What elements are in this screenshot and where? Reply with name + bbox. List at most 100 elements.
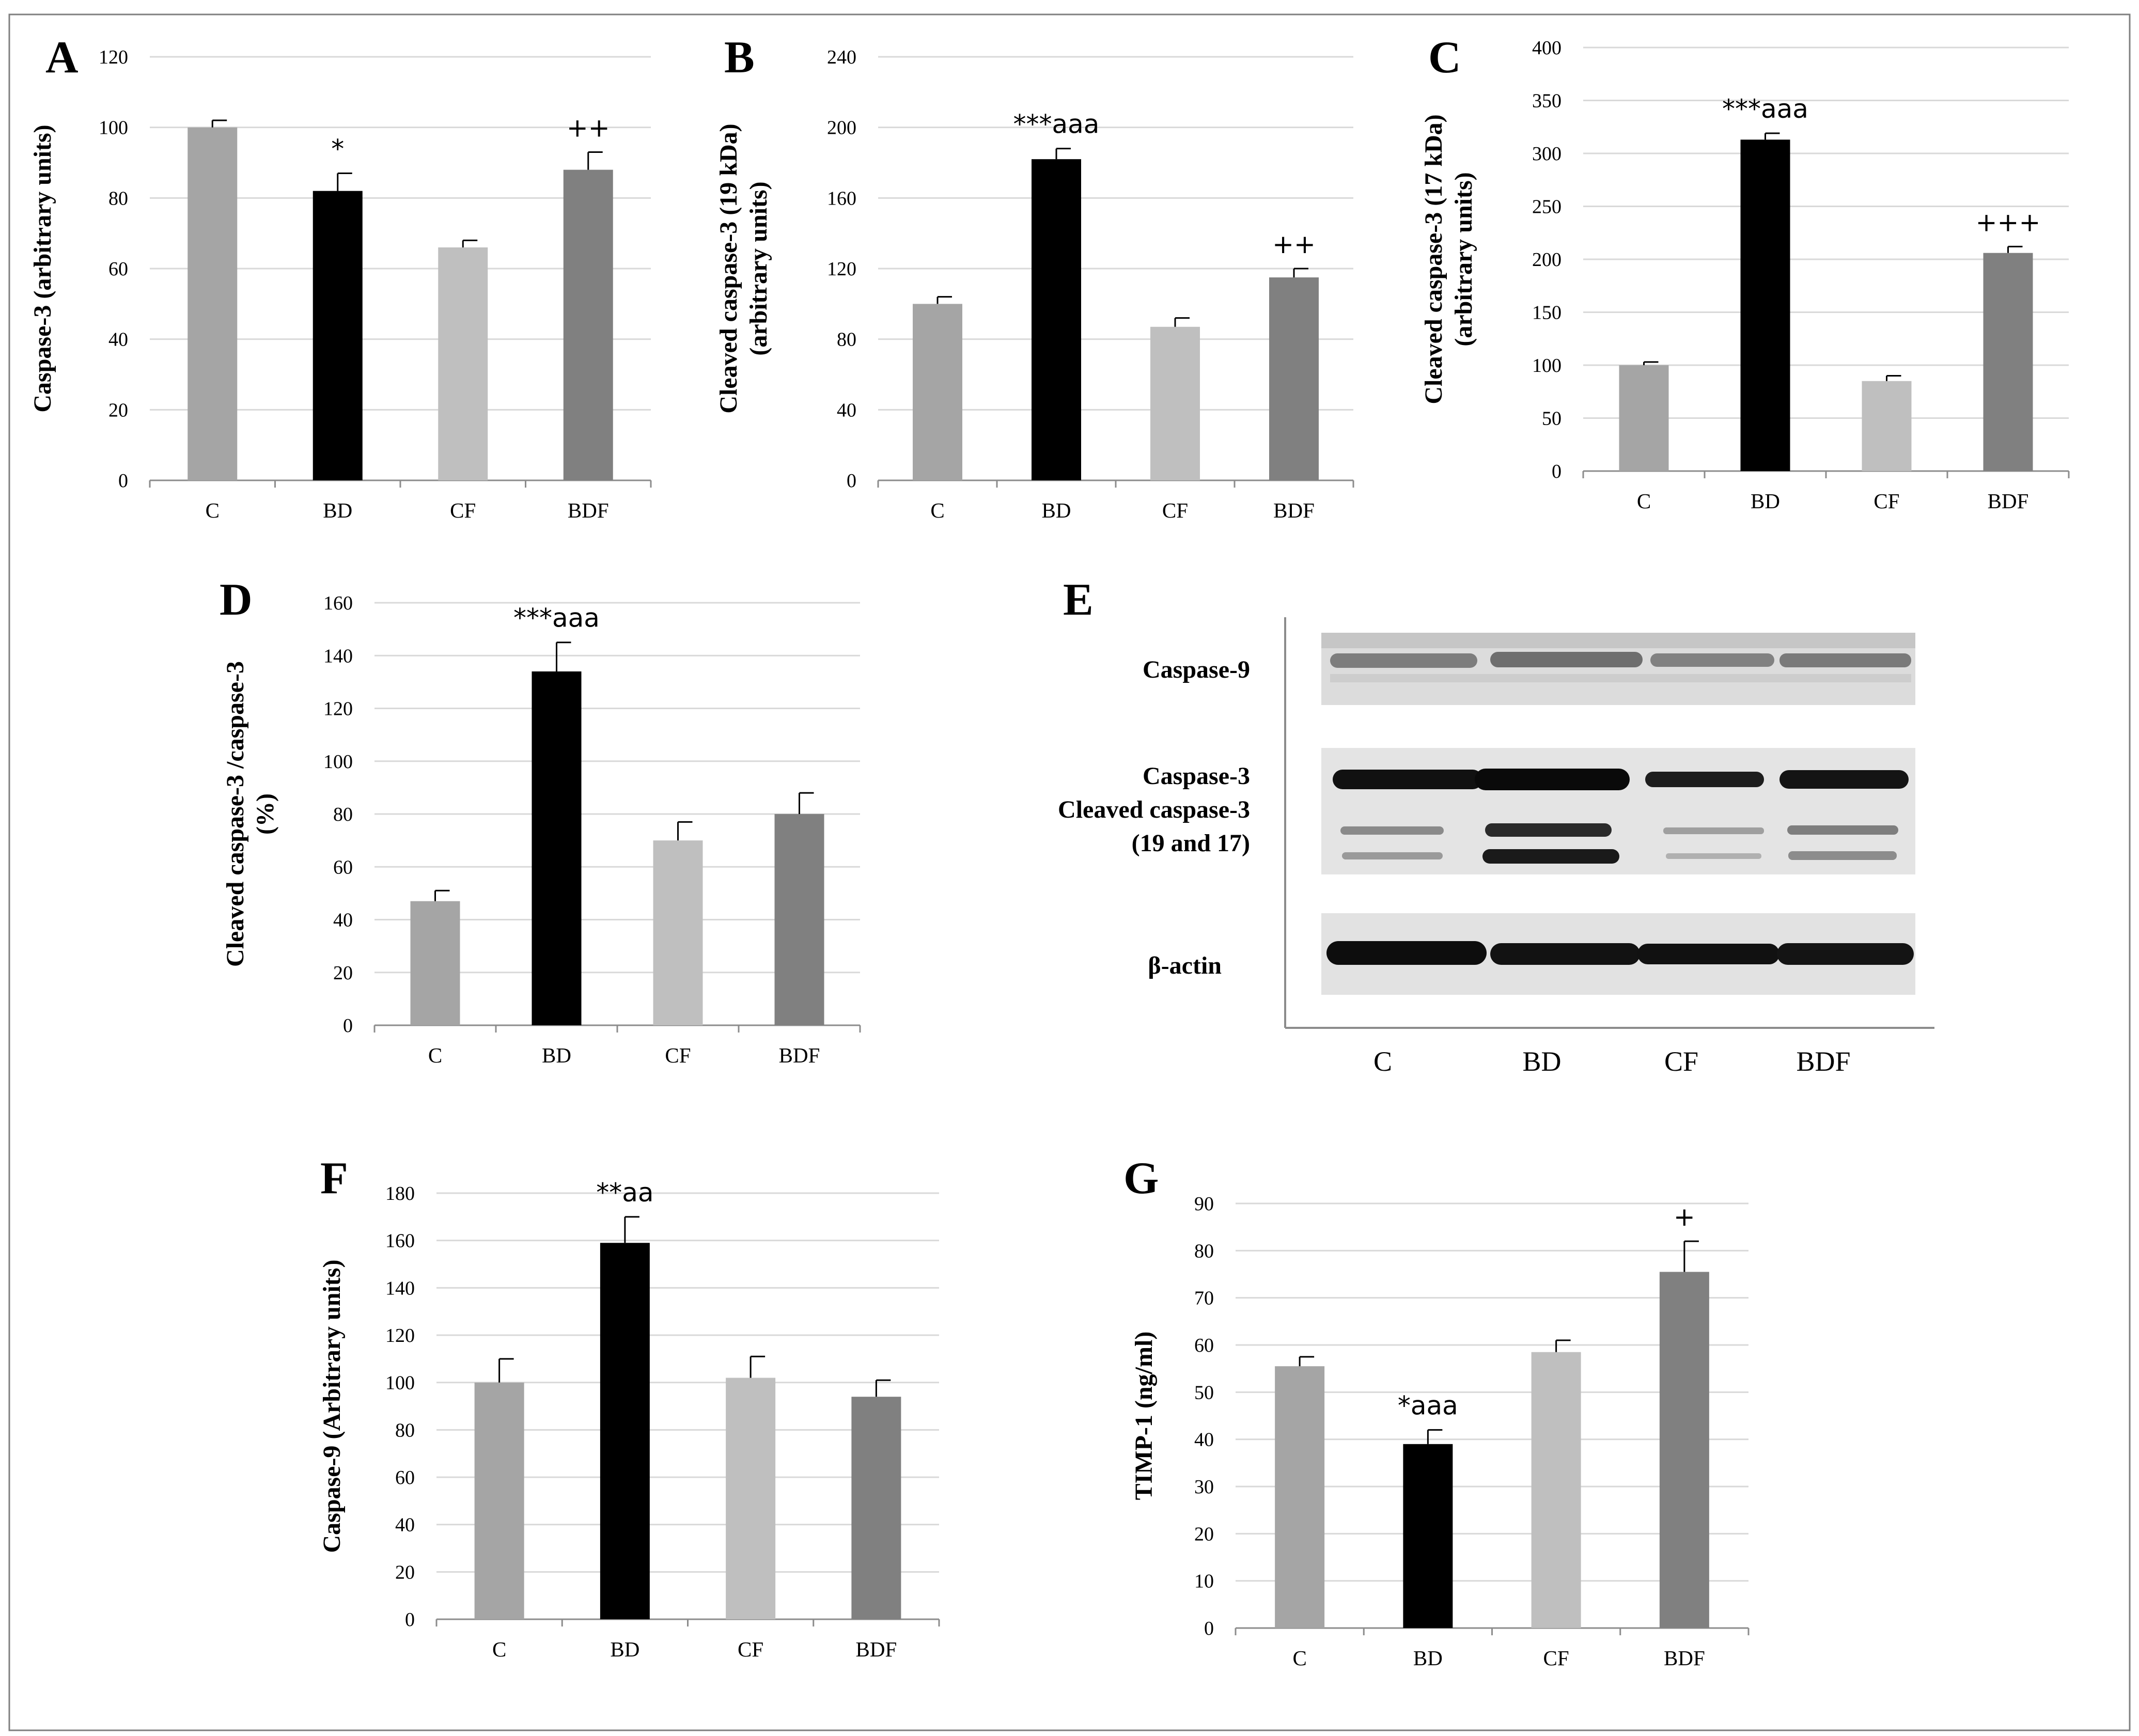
x-tick-label: C <box>1637 489 1651 513</box>
x-tick-label: C <box>1292 1646 1306 1670</box>
blot-row-label: Caspase-9 <box>1143 656 1250 683</box>
y-tick-label: 0 <box>1204 1618 1214 1639</box>
y-tick-label: 60 <box>1194 1335 1214 1356</box>
y-tick-label: 20 <box>333 962 353 984</box>
bar-cf <box>1531 1352 1581 1628</box>
significance-label: ***aaa <box>1722 94 1808 124</box>
y-tick-label: 100 <box>385 1372 415 1394</box>
y-tick-label: 80 <box>837 329 856 351</box>
y-tick-label: 140 <box>323 645 353 667</box>
bar-c <box>474 1382 524 1619</box>
blot-band <box>1482 849 1619 864</box>
y-tick-label: 0 <box>847 470 856 492</box>
blot-band <box>1490 652 1643 667</box>
blot-row-label: Caspase-3 <box>1143 762 1250 790</box>
y-tick-label: 20 <box>108 399 128 421</box>
blot-band <box>1333 770 1482 789</box>
significance-label: +++ <box>1976 207 2041 237</box>
bar-c <box>1275 1366 1325 1628</box>
y-axis-title: (arbitrary units) <box>745 181 772 355</box>
blot-band <box>1663 827 1764 834</box>
bar-cf <box>438 247 488 480</box>
y-axis-title: (arbitrary units) <box>1450 172 1477 346</box>
y-tick-label: 50 <box>1194 1382 1214 1403</box>
blot-row-label: β-actin <box>1148 952 1222 979</box>
significance-label: ***aaa <box>513 603 600 633</box>
y-tick-label: 120 <box>827 258 856 280</box>
significance-label: **aa <box>596 1178 653 1208</box>
significance-label: ***aaa <box>1013 110 1100 139</box>
x-tick-label: BD <box>1042 498 1071 522</box>
y-axis-title: Cleaved caspase-3 (17 kDa) <box>1420 114 1447 404</box>
x-tick-label: C <box>206 498 220 522</box>
y-tick-label: 200 <box>827 117 856 139</box>
y-tick-label: 160 <box>385 1230 415 1252</box>
blot-band <box>1485 823 1612 837</box>
y-tick-label: 160 <box>323 592 353 614</box>
blot-row-label: Cleaved caspase-3 <box>1058 796 1250 823</box>
blot-strip-caspase-9 <box>1321 633 1915 705</box>
blot-band <box>1326 941 1487 965</box>
y-tick-label: 60 <box>395 1467 415 1489</box>
x-tick-label: CF <box>450 498 476 522</box>
bar-cf <box>1862 381 1912 471</box>
x-tick-label: BDF <box>1988 489 2029 513</box>
bar-bd <box>313 191 363 481</box>
y-tick-label: 30 <box>1194 1476 1214 1498</box>
blot-band <box>1645 772 1764 787</box>
y-tick-label: 240 <box>827 46 856 68</box>
y-tick-label: 40 <box>837 399 856 421</box>
chart-g: 0 10 20 30 40 50 60 70 80 90 C *aaa BD CF + BDF G TIMP-1 … <box>1123 1153 1750 1670</box>
blot-band <box>1342 852 1443 859</box>
x-tick-label: BD <box>323 498 352 522</box>
y-axis-title: Caspase-9 (Arbitrary units) <box>318 1260 346 1553</box>
blot-band <box>1475 769 1630 790</box>
y-tick-label: 100 <box>323 751 353 773</box>
western-blot-panel: E Caspase-9 Caspase-3 Cleaved caspase-3 … <box>1058 575 1934 1077</box>
y-tick-label: 150 <box>1532 302 1562 324</box>
bar-bd <box>1740 139 1790 472</box>
x-tick-label: BDF <box>1273 498 1315 522</box>
y-tick-label: 0 <box>1552 461 1562 482</box>
blot-lane-label: BD <box>1522 1046 1561 1077</box>
significance-label: ++ <box>567 113 610 143</box>
y-axis-title: (%) <box>252 793 279 835</box>
bar-bd <box>1403 1444 1453 1628</box>
bar-c <box>410 901 460 1025</box>
bar-bdf <box>1269 277 1319 480</box>
x-tick-label: CF <box>1543 1646 1569 1670</box>
x-tick-label: C <box>930 498 944 522</box>
panel-label: B <box>724 33 755 83</box>
blot-strip-beta-actin <box>1321 913 1915 995</box>
blot-band <box>1787 825 1898 835</box>
y-tick-label: 80 <box>395 1419 415 1441</box>
x-tick-label: CF <box>1873 489 1899 513</box>
blot-lane-label: BDF <box>1796 1046 1850 1077</box>
blot-band <box>1650 653 1774 667</box>
panel-label: F <box>320 1153 348 1203</box>
bar-bdf <box>563 169 613 481</box>
y-tick-label: 140 <box>385 1277 415 1299</box>
y-tick-label: 400 <box>1532 37 1562 59</box>
bar-cf <box>653 840 703 1025</box>
x-tick-label: C <box>428 1043 442 1067</box>
bar-c <box>913 304 962 480</box>
y-axis-title: Cleaved caspase-3 /caspase-3 <box>222 661 249 967</box>
x-tick-label: BDF <box>568 498 609 522</box>
panel-label: D <box>220 575 253 625</box>
significance-label: + <box>1674 1202 1695 1232</box>
bar-bd <box>532 671 582 1025</box>
y-tick-label: 40 <box>333 910 353 931</box>
y-tick-label: 100 <box>99 117 128 139</box>
chart-d: 0 20 40 60 80 100 120 140 160 C ***aaa BD CF BDF D Clea… <box>220 575 861 1067</box>
y-tick-label: 120 <box>99 46 128 68</box>
chart-c: 0 50 100 150 200 250 300 350 400 C ***aaa BD CF +++ BD… <box>1420 33 2070 513</box>
blot-strip-caspase-3 <box>1321 748 1915 874</box>
y-tick-label: 80 <box>108 187 128 209</box>
bar-bd <box>1032 159 1081 481</box>
blot-band <box>1779 770 1909 789</box>
y-tick-label: 0 <box>118 470 128 492</box>
blot-lane-label: CF <box>1664 1046 1698 1077</box>
blot-band <box>1490 943 1640 965</box>
